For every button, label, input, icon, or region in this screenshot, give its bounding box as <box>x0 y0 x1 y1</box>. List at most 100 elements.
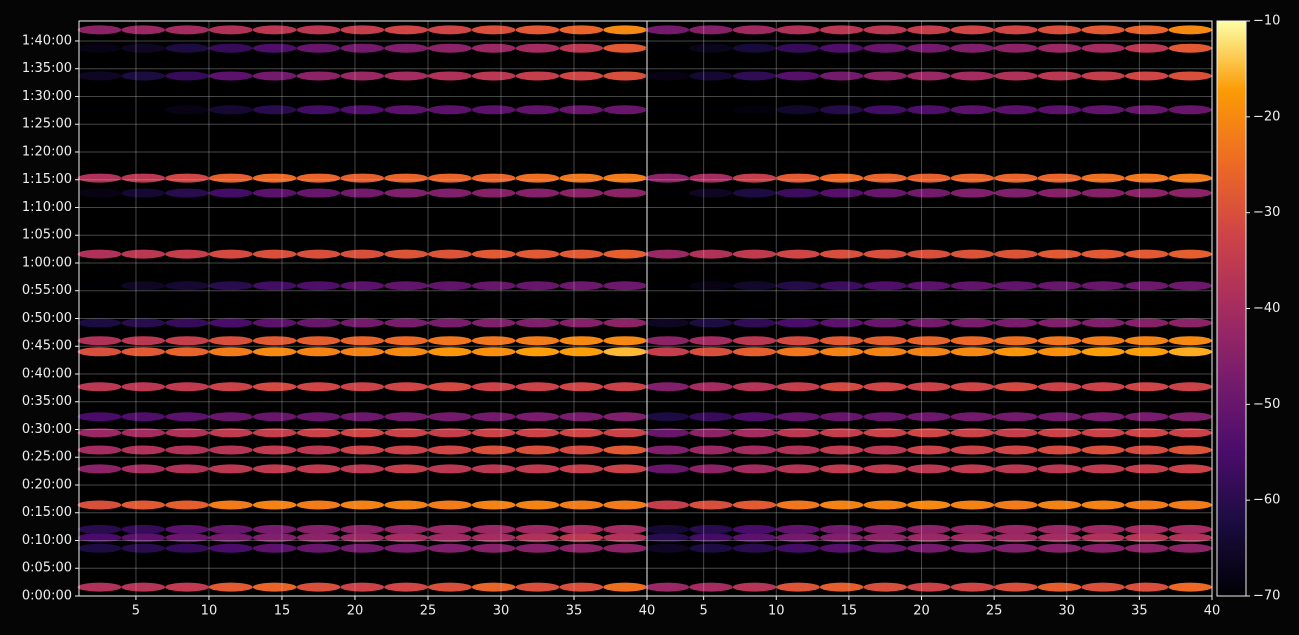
plot-area <box>647 21 1212 596</box>
heat-cell <box>208 445 253 455</box>
heat-cell <box>559 188 604 198</box>
colorbar-tick-label: −60 <box>1253 493 1280 508</box>
heat-cell <box>950 412 995 422</box>
heat-cell <box>340 318 385 328</box>
heat-cell <box>340 43 385 53</box>
heat-cell <box>121 336 166 346</box>
heat-cell <box>340 500 385 510</box>
heat-cell <box>121 188 166 198</box>
heat-cell <box>689 582 733 592</box>
heat-cell <box>384 173 428 183</box>
heat-cell <box>165 249 209 259</box>
heat-cell <box>906 336 951 346</box>
heat-cell <box>994 336 1038 346</box>
heat-cell <box>252 281 297 291</box>
heat-cell <box>384 105 428 115</box>
heat-cell <box>340 71 385 81</box>
heat-cell <box>77 533 122 543</box>
heat-cell <box>603 25 647 35</box>
heat-cell <box>208 533 253 543</box>
heat-cell <box>689 105 733 115</box>
heat-cell <box>296 445 341 455</box>
heat-cell <box>121 347 166 357</box>
heat-cell <box>906 464 951 474</box>
heat-cell <box>1081 464 1125 474</box>
heat-cell <box>603 43 647 53</box>
heat-cell <box>603 582 647 592</box>
heat-cell <box>515 25 560 35</box>
heat-cell <box>994 412 1038 422</box>
heat-cell <box>645 105 690 115</box>
y-tick-label: 1:00:00 <box>22 255 72 270</box>
heat-cell <box>559 524 604 534</box>
heat-cell <box>559 464 604 474</box>
heat-cell <box>906 382 951 392</box>
heat-cell <box>559 318 604 328</box>
heat-cell <box>1081 25 1125 35</box>
x-tick-label: 10 <box>201 604 218 619</box>
x-tick-label: 30 <box>493 604 510 619</box>
heat-cell <box>776 428 820 438</box>
heat-cell <box>689 281 733 291</box>
heat-cell <box>950 445 995 455</box>
heat-cell <box>645 25 690 35</box>
heat-cell <box>252 173 297 183</box>
heat-cell <box>77 382 122 392</box>
heat-cell <box>1081 71 1125 81</box>
heat-cell <box>906 533 951 543</box>
heat-cell <box>819 524 864 534</box>
heat-cell <box>603 249 647 259</box>
heat-cell <box>340 173 385 183</box>
heat-cell <box>950 25 995 35</box>
heat-cell <box>559 533 604 543</box>
heat-cell <box>1037 500 1082 510</box>
heat-cell <box>689 336 733 346</box>
x-tick-label: 40 <box>639 604 656 619</box>
heat-cell <box>77 347 122 357</box>
heat-cell <box>515 428 560 438</box>
heat-cell <box>906 445 951 455</box>
x-tick-label: 20 <box>913 604 930 619</box>
heat-cell <box>559 428 604 438</box>
heat-cell <box>950 318 995 328</box>
x-tick-label: 25 <box>986 604 1003 619</box>
heat-cell <box>515 412 560 422</box>
heat-cell <box>1124 347 1169 357</box>
y-tick-label: 1:40:00 <box>22 33 72 48</box>
heat-cell <box>819 428 864 438</box>
heat-cell <box>645 533 690 543</box>
heat-cell <box>77 445 122 455</box>
heat-cell <box>471 43 516 53</box>
heat-cell <box>384 188 428 198</box>
heat-cell <box>863 347 907 357</box>
heat-cell <box>906 582 951 592</box>
heat-cell <box>165 524 209 534</box>
heat-cell <box>1037 25 1082 35</box>
heat-cell <box>340 445 385 455</box>
heat-cell <box>732 105 777 115</box>
heat-cell <box>689 412 733 422</box>
heat-cell <box>732 43 777 53</box>
heat-cell <box>427 25 472 35</box>
heat-cell <box>863 428 907 438</box>
heat-cell <box>471 500 516 510</box>
heat-cell <box>471 336 516 346</box>
heat-cell <box>559 382 604 392</box>
heat-cell <box>1037 188 1082 198</box>
heat-cell <box>819 543 864 553</box>
heat-cell <box>819 281 864 291</box>
heat-cell <box>208 188 253 198</box>
heat-cell <box>689 464 733 474</box>
heat-cell <box>252 336 297 346</box>
heat-cell <box>1168 543 1212 553</box>
heat-cell <box>1037 464 1082 474</box>
heat-cell <box>121 25 166 35</box>
heat-cell <box>732 336 777 346</box>
heat-cell <box>296 318 341 328</box>
heat-cell <box>1124 500 1169 510</box>
heat-cell <box>1081 336 1125 346</box>
heat-cell <box>950 71 995 81</box>
heat-cell <box>515 382 560 392</box>
heat-cell <box>994 105 1038 115</box>
heat-cell <box>296 582 341 592</box>
